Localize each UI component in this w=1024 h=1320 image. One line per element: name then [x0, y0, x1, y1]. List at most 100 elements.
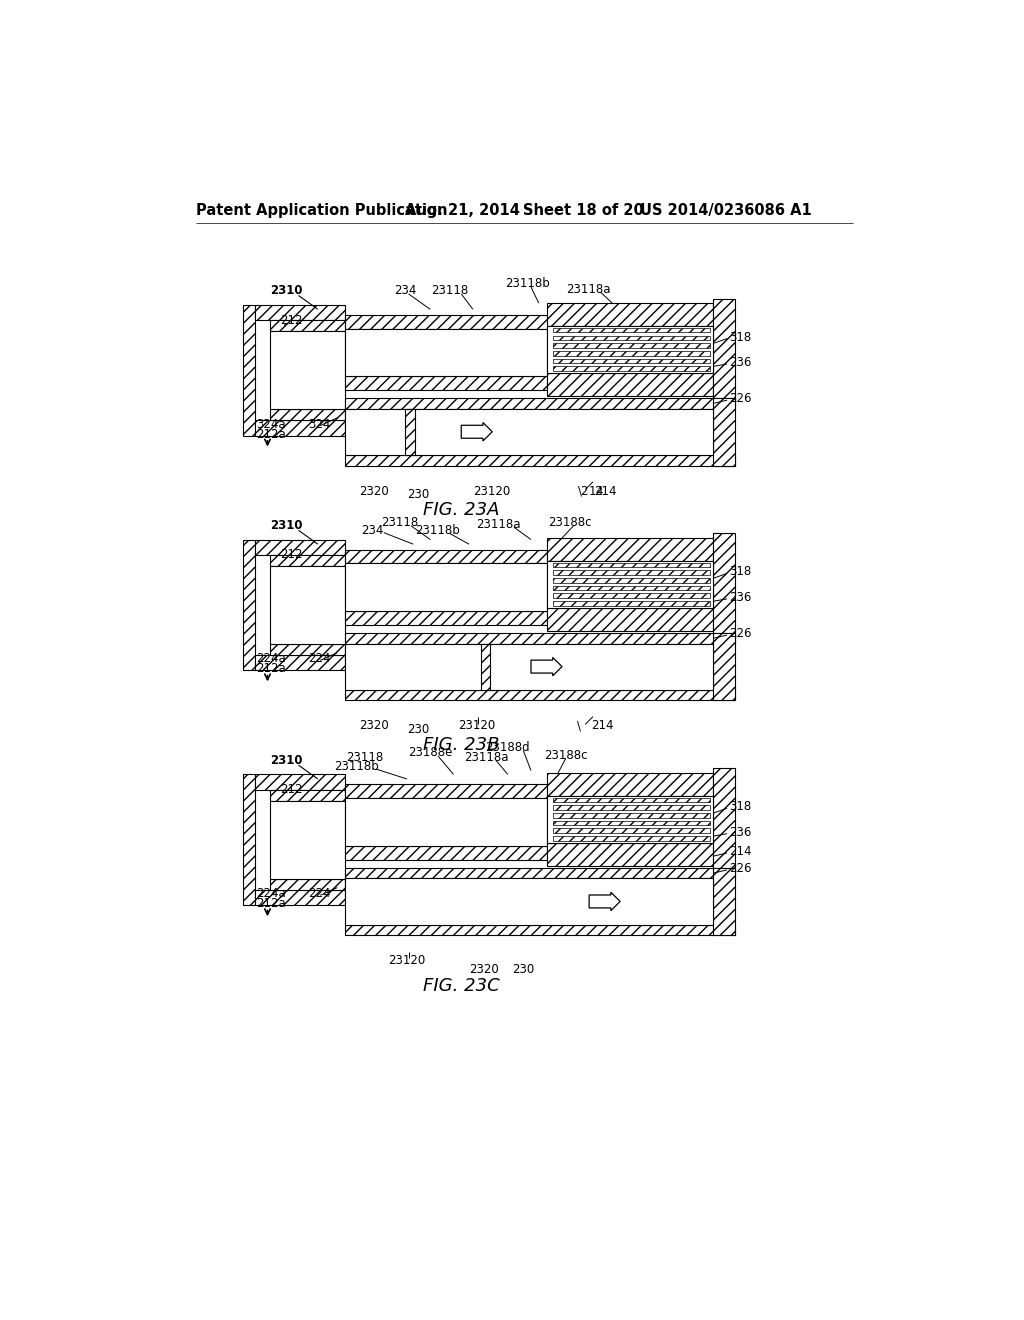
- Text: 2310: 2310: [270, 284, 302, 297]
- Bar: [713, 632, 735, 701]
- Text: 23120: 23120: [388, 954, 426, 968]
- Text: 236: 236: [729, 591, 752, 603]
- Bar: [255, 890, 345, 906]
- Bar: [547, 304, 713, 326]
- Bar: [270, 789, 345, 800]
- Text: 234: 234: [360, 524, 383, 537]
- Text: 226: 226: [729, 627, 752, 640]
- Bar: [547, 539, 713, 561]
- Bar: [345, 314, 547, 329]
- Bar: [243, 540, 255, 671]
- Text: 224a: 224a: [256, 887, 286, 900]
- Bar: [553, 797, 710, 803]
- Text: 318: 318: [729, 565, 752, 578]
- Text: 212a: 212a: [256, 428, 286, 441]
- Bar: [553, 821, 710, 825]
- Text: 236: 236: [729, 356, 752, 370]
- Text: 212: 212: [280, 783, 302, 796]
- Text: 236: 236: [729, 825, 752, 838]
- Text: 212a: 212a: [256, 898, 286, 911]
- Bar: [713, 768, 735, 873]
- Bar: [406, 409, 415, 455]
- Bar: [547, 609, 713, 631]
- Polygon shape: [461, 422, 493, 441]
- Text: 226: 226: [729, 392, 752, 405]
- Bar: [713, 867, 735, 936]
- Bar: [553, 805, 710, 810]
- Bar: [345, 409, 713, 455]
- Polygon shape: [531, 657, 562, 676]
- Bar: [547, 843, 713, 866]
- Bar: [553, 829, 710, 833]
- Bar: [345, 632, 735, 644]
- Text: 2320: 2320: [359, 484, 389, 498]
- Text: 23118b: 23118b: [506, 277, 550, 289]
- Text: US 2014/0236086 A1: US 2014/0236086 A1: [640, 203, 811, 218]
- Bar: [553, 343, 710, 348]
- Bar: [345, 867, 735, 878]
- Text: Sheet 18 of 20: Sheet 18 of 20: [523, 203, 644, 218]
- Bar: [547, 774, 713, 796]
- Text: 226: 226: [729, 862, 752, 875]
- Bar: [345, 846, 547, 859]
- Text: 23188c: 23188c: [548, 516, 592, 529]
- Bar: [547, 796, 713, 843]
- Bar: [553, 562, 710, 568]
- Text: FIG. 23A: FIG. 23A: [423, 502, 500, 519]
- Bar: [553, 601, 710, 606]
- Bar: [255, 655, 345, 671]
- Text: 23118a: 23118a: [566, 282, 610, 296]
- Bar: [270, 800, 345, 879]
- Bar: [270, 644, 345, 655]
- Bar: [553, 327, 710, 333]
- Bar: [345, 784, 547, 799]
- Text: $\backslash$: $\backslash$: [577, 719, 582, 733]
- Bar: [345, 564, 547, 611]
- Bar: [713, 533, 735, 638]
- Bar: [345, 611, 547, 626]
- Bar: [713, 298, 735, 403]
- Bar: [345, 924, 735, 936]
- Bar: [345, 376, 547, 391]
- Text: 224: 224: [308, 652, 331, 665]
- Bar: [345, 549, 547, 564]
- Bar: [255, 775, 345, 789]
- Text: 230: 230: [407, 488, 429, 502]
- Bar: [255, 540, 345, 554]
- Text: 214: 214: [592, 719, 614, 733]
- Bar: [270, 331, 345, 409]
- Text: 324a: 324a: [256, 417, 286, 430]
- Bar: [480, 644, 489, 689]
- Text: 212: 212: [280, 548, 302, 561]
- Text: 23118a: 23118a: [464, 751, 508, 764]
- Text: 23118: 23118: [431, 284, 468, 297]
- Bar: [345, 689, 735, 701]
- Text: 212a: 212a: [256, 663, 286, 676]
- Bar: [553, 836, 710, 841]
- Bar: [243, 305, 255, 436]
- Bar: [270, 554, 345, 566]
- Text: FIG. 23C: FIG. 23C: [423, 977, 500, 995]
- Text: FIG. 23B: FIG. 23B: [423, 737, 500, 754]
- Text: 23118a: 23118a: [476, 517, 520, 531]
- Bar: [553, 367, 710, 371]
- Bar: [553, 813, 710, 817]
- Text: 2320: 2320: [470, 962, 500, 975]
- Bar: [243, 775, 255, 906]
- Bar: [553, 570, 710, 576]
- Text: 224: 224: [308, 887, 331, 900]
- Bar: [553, 359, 710, 363]
- Text: 212: 212: [280, 314, 302, 326]
- Text: 23118b: 23118b: [334, 760, 379, 774]
- Bar: [553, 578, 710, 582]
- Bar: [255, 305, 345, 321]
- Text: $\backslash$214: $\backslash$214: [577, 484, 604, 498]
- Bar: [345, 878, 713, 924]
- Bar: [345, 397, 735, 409]
- Text: 230: 230: [407, 723, 429, 737]
- Bar: [553, 335, 710, 341]
- Text: 224a: 224a: [256, 652, 286, 665]
- Bar: [713, 397, 735, 466]
- Polygon shape: [589, 892, 621, 911]
- Text: 214: 214: [729, 845, 752, 858]
